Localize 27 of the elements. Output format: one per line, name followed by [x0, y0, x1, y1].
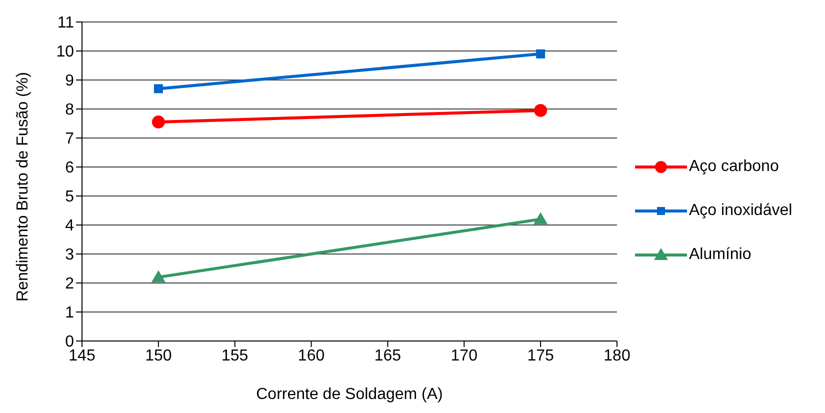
point [536, 49, 546, 58]
y-tick-label: 8 [65, 102, 74, 119]
legend-label: Aço inoxidável [689, 202, 792, 220]
x-tick-label: 175 [527, 347, 554, 364]
y-tick-label: 11 [57, 14, 74, 32]
x-tick-label: 180 [604, 347, 630, 364]
point [534, 104, 548, 117]
y-tick-label: 7 [65, 130, 74, 148]
y-tick-label: 2 [65, 276, 74, 293]
y-tick-label: 1 [65, 304, 74, 322]
y-tick-label: 4 [65, 218, 74, 235]
x-tick-label: 165 [374, 347, 402, 364]
y-tick-label: 5 [65, 188, 74, 206]
point [152, 116, 165, 129]
x-tick-label: 170 [450, 347, 478, 364]
y-tick-label: 6 [65, 160, 74, 177]
x-tick-label: 155 [222, 347, 248, 364]
legend-label: Aço carbono [689, 158, 779, 176]
x-tick-label: 160 [298, 347, 325, 364]
y-tick-label: 9 [65, 72, 74, 90]
x-axis-title: Corrente de Soldagem (A) [256, 386, 443, 403]
y-axis-title: Rendimento Bruto de Fusão (%) [14, 72, 32, 302]
point [154, 84, 163, 94]
y-tick-label: 3 [65, 246, 74, 264]
y-tick-label: 10 [56, 44, 74, 61]
legend-label: Alumínio [689, 246, 752, 264]
x-tick-label: 150 [145, 347, 172, 364]
